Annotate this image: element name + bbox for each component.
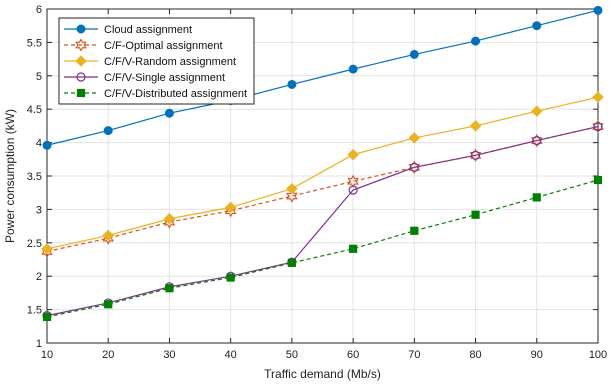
data-point [408,160,421,174]
data-point [42,140,52,150]
data-point [347,174,359,188]
data-point [348,185,358,195]
legend-label: C/F/V-Distributed assignment [104,88,247,100]
legend-item: Cloud assignment [64,24,192,36]
x-tick-label: 80 [469,349,481,361]
legend-label: C/F/V-Random assignment [104,56,236,68]
x-tick-label: 90 [531,349,543,361]
data-point [408,132,421,144]
x-tick-label: 40 [225,349,237,361]
x-tick-label: 10 [41,349,53,361]
data-point [469,148,482,162]
x-tick-label: 60 [347,349,359,361]
data-point [593,121,603,132]
y-tick-label: 6 [36,4,42,16]
legend-item: C/F-Optimal assignment [64,38,223,52]
data-point [531,105,543,117]
legend-marker [75,55,87,67]
data-point [593,175,603,185]
axis-ticks: 10 20 30 40 50 60 70 80 90 100 1 1.5 2 2.5 3 3.5 4 4.5 5 5.… [27,4,607,361]
y-tick-label: 2.5 [27,238,42,250]
data-point [286,189,298,203]
series-line [46,96,599,250]
x-tick-label: 70 [408,349,420,361]
legend-item: C/F/V-Random assignment [64,55,236,68]
data-point [287,79,297,89]
x-tick-label: 50 [286,349,298,361]
y-tick-label: 4 [36,138,42,150]
data-point [470,150,481,160]
legend-marker [76,88,86,98]
data-point [410,226,419,235]
series-5 [42,175,603,322]
legend-label: Cloud assignment [104,24,192,36]
series-layer [41,5,604,322]
data-point [531,133,543,148]
y-tick-label: 3 [36,204,42,216]
y-tick-label: 4.5 [27,104,42,116]
data-point [471,36,481,46]
data-point [287,258,296,267]
series-line [46,125,599,317]
data-point [532,193,541,202]
series-1 [42,5,603,150]
series-line [46,179,599,318]
legend-item: C/F/V-Single assignment [64,72,225,84]
legend-label: C/F/V-Single assignment [104,72,225,84]
legend-marker [76,24,86,34]
y-tick-label: 1 [36,338,42,350]
data-point [103,126,113,136]
legend-label: C/F-Optimal assignment [104,40,223,52]
data-point [41,243,53,255]
data-point [469,120,482,132]
data-point [226,273,235,282]
data-point [593,5,603,15]
x-tick-label: 100 [589,349,607,361]
x-tick-label: 30 [163,349,175,361]
data-point [532,21,542,31]
data-point [164,108,174,118]
data-point [102,229,114,242]
y-tick-label: 5.5 [27,37,42,49]
legend-item: C/F/V-Distributed assignment [64,88,247,100]
y-tick-label: 3.5 [27,171,42,183]
data-point [349,244,358,253]
series-line [46,9,599,146]
data-point [286,182,298,195]
data-point [592,119,604,134]
y-axis-title: Power consumption (kW) [3,109,17,243]
series-3 [41,91,604,255]
data-point [532,135,542,146]
data-point [348,64,358,74]
data-point [104,300,113,309]
x-tick-label: 20 [102,349,114,361]
legend: Cloud assignment C/F-Optimal assignment C/… [58,17,255,105]
data-point [224,201,237,214]
y-tick-label: 2 [36,271,42,283]
x-axis-title: Traffic demand (Mb/s) [264,367,381,381]
legend-marker [76,72,86,82]
data-point [409,162,419,172]
data-point [163,213,176,225]
data-point [592,91,604,103]
data-point [471,210,480,219]
data-point [409,49,419,59]
legend-marker [75,38,87,52]
data-point [347,148,359,161]
data-point [42,312,52,322]
y-tick-label: 5 [36,71,42,83]
y-tick-label: 1.5 [27,305,42,317]
data-point [165,284,174,293]
